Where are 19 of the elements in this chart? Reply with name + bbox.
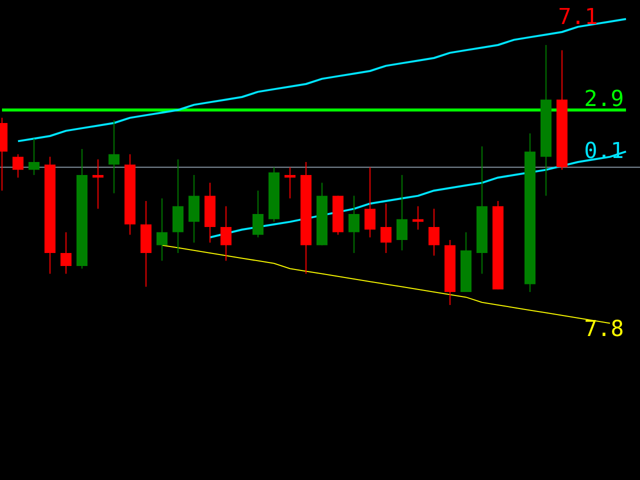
candlestick xyxy=(60,232,72,274)
series-label: 7.8 xyxy=(584,317,624,342)
candlestick xyxy=(252,190,264,238)
candlestick xyxy=(28,138,40,176)
candlestick xyxy=(364,166,376,238)
candlestick xyxy=(156,198,168,262)
candlestick xyxy=(92,158,104,210)
candlestick xyxy=(428,208,440,256)
candlestick xyxy=(396,174,408,251)
text: 7.1 xyxy=(558,5,598,30)
candlestick xyxy=(412,206,424,230)
candlestick xyxy=(12,154,24,178)
series-label: 2.9 xyxy=(584,87,624,112)
candlestick xyxy=(348,195,360,254)
candlestick xyxy=(220,206,232,262)
candlestick xyxy=(380,203,392,254)
series-label: 0.1 xyxy=(584,139,624,164)
candlestick xyxy=(108,120,120,194)
candlestick xyxy=(284,166,296,199)
